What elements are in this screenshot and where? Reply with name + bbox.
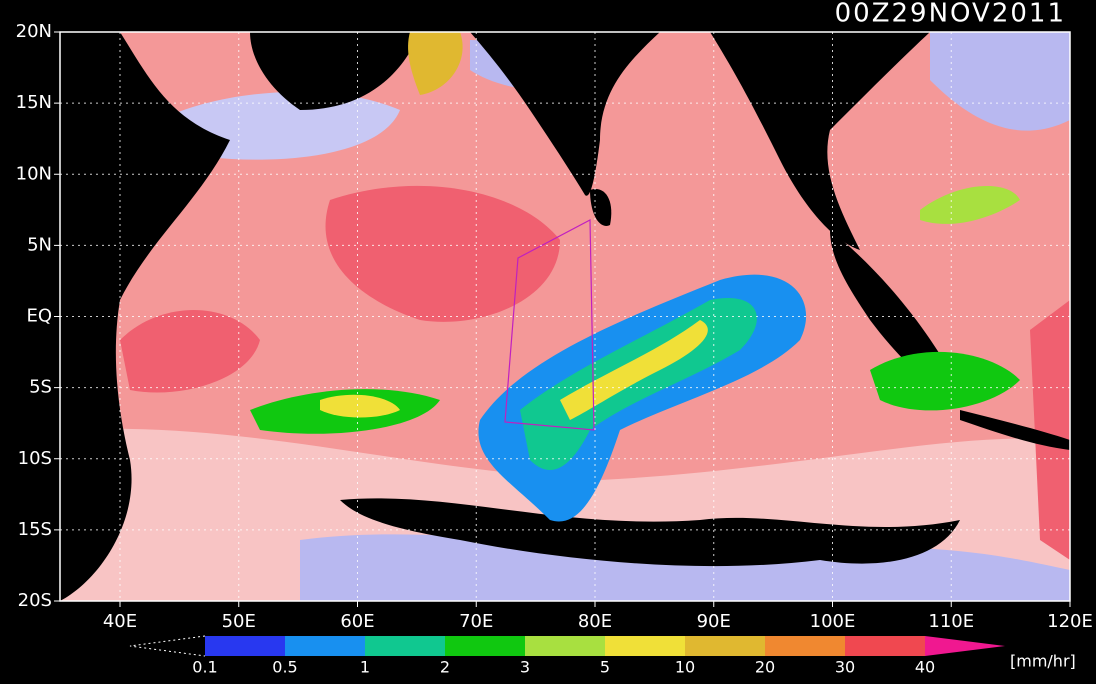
land-arabia [250, 32, 420, 110]
moderate-rain-area [120, 310, 260, 393]
colorbar-box [605, 636, 685, 656]
colorbar-box [685, 636, 765, 656]
colorbar-label: 20 [755, 658, 775, 677]
colorbar-label: 30 [835, 658, 855, 677]
colorbar-box [365, 636, 445, 656]
colorbar-label: 0.1 [192, 658, 217, 677]
heavy-rain-area [920, 186, 1020, 224]
lon-label: 90E [697, 611, 731, 632]
lon-label: 80E [578, 611, 612, 632]
colorbar-under [129, 635, 206, 657]
lat-label: 20S [18, 590, 52, 611]
colorbar-label: 5 [600, 658, 610, 677]
colorbar-label: 1 [360, 658, 370, 677]
heavy-rain-area [320, 394, 400, 418]
lon-label: 40E [103, 611, 137, 632]
lon-label: 70E [459, 611, 493, 632]
lat-label: 15N [16, 92, 52, 113]
lon-label: 60E [340, 611, 374, 632]
colorbar-label: 3 [520, 658, 530, 677]
colorbar-label: 2 [440, 658, 450, 677]
land-india [470, 32, 660, 196]
land-java [960, 410, 1070, 450]
colorbar-box [445, 636, 525, 656]
colorbar-box [285, 636, 365, 656]
moderate-rain-area [325, 185, 560, 322]
land-se-asia [710, 32, 930, 250]
colorbar: 0.1 0.5 1 2 3 5 10 20 30 40 [mm/hr] [129, 635, 1076, 677]
lon-label: 100E [810, 611, 856, 632]
light-rain-area [930, 32, 1070, 131]
colorbar-box [525, 636, 605, 656]
heavy-rain-area [870, 351, 1020, 411]
region-box [504, 219, 595, 431]
colorbar-label: 0.5 [272, 658, 297, 677]
lon-label: 120E [1047, 611, 1093, 632]
colorbar-box [205, 636, 285, 656]
lat-label: 20N [16, 21, 52, 42]
no-rain-area [340, 498, 960, 567]
moderate-rain-area [1030, 300, 1070, 560]
colorbar-over [925, 636, 1005, 656]
lat-label: 10S [18, 448, 52, 469]
land-sumatra [830, 230, 960, 392]
lat-label: 15S [18, 519, 52, 540]
lat-label: EQ [26, 306, 52, 327]
colorbar-unit: [mm/hr] [1010, 652, 1076, 671]
colorbar-box [765, 636, 845, 656]
axis-labels: 20N 15N 10N 5N EQ 5S 10S 15S 20S 40E 50E 60E 70E 80E 9… [16, 21, 1093, 632]
lon-label: 110E [928, 611, 974, 632]
colorbar-label: 10 [675, 658, 695, 677]
lat-label: 10N [16, 163, 52, 184]
lat-label: 5S [29, 377, 52, 398]
lat-label: 5N [27, 234, 52, 255]
heavy-rain-area [408, 32, 463, 95]
colorbar-label: 40 [915, 658, 935, 677]
heavy-rain-area [560, 320, 708, 420]
map-title: 00Z29NOV2011 [835, 0, 1066, 29]
colorbar-box [845, 636, 925, 656]
lon-label: 50E [222, 611, 256, 632]
land-srilanka [590, 189, 612, 226]
grid [60, 32, 1070, 601]
